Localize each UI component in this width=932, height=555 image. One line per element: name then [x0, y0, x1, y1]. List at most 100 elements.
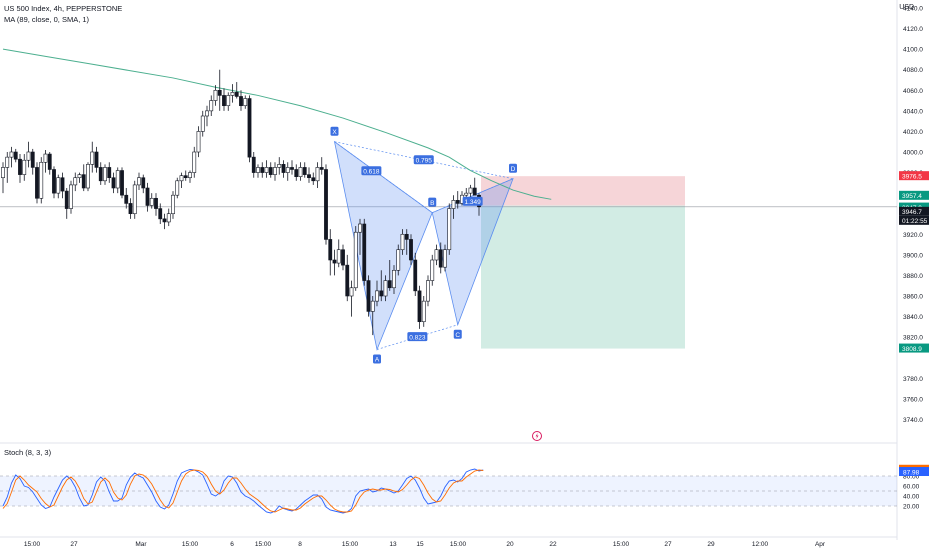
candle-body: [158, 208, 163, 220]
candle-body: [413, 259, 418, 292]
candle: [196, 126, 201, 158]
candle: [239, 90, 243, 111]
candle-body: [336, 249, 341, 264]
pattern-point-b-bg: [428, 197, 437, 207]
target-price-badge: 3808.9: [899, 343, 929, 353]
candle: [30, 148, 35, 175]
candle: [115, 167, 120, 194]
pattern-point-d-text: D: [511, 166, 516, 173]
countdown-badge: 01:22:55: [899, 215, 929, 225]
stoch-tick-label: 40.00: [903, 494, 920, 501]
candle: [281, 160, 286, 178]
pattern-point-a-bg: [373, 354, 381, 364]
candle-body: [302, 167, 307, 175]
event-marker-bolt: [535, 432, 539, 440]
candle: [35, 162, 39, 204]
candle-body: [132, 184, 137, 215]
candle: [438, 242, 443, 274]
stop-price-badge-text: 3976.5: [902, 173, 922, 180]
candle: [362, 218, 367, 286]
target-price-badge-bg: [899, 343, 929, 353]
candle: [315, 162, 320, 188]
candle-body: [56, 177, 61, 194]
candle-body: [256, 167, 260, 173]
pattern-ratio-label-bg: [462, 196, 483, 206]
candle: [290, 160, 294, 175]
stop-price-badge: 3976.5: [899, 171, 929, 180]
take-profit-zone: [481, 205, 685, 349]
candle-body: [128, 203, 133, 215]
candle: [64, 188, 69, 219]
candle: [336, 239, 341, 268]
candle: [149, 193, 154, 209]
candle: [349, 280, 354, 317]
time-tick-label: Apr: [815, 541, 826, 548]
candle: [213, 85, 218, 106]
candle: [298, 162, 303, 181]
price-tick-label: 3840.0: [903, 314, 923, 321]
candle: [13, 148, 18, 163]
candle-body: [47, 153, 52, 170]
stoch-indicator-label: Stoch (8, 3, 3): [4, 448, 52, 457]
candle-body: [222, 95, 226, 107]
candle-body: [5, 156, 10, 168]
time-tick-label: 15:00: [255, 541, 272, 548]
candle: [1, 162, 5, 194]
pattern-ratio-label: 0.795: [413, 155, 434, 165]
candle-body: [294, 169, 299, 177]
price-tick-label: 3900.0: [903, 252, 923, 259]
candle-body: [124, 194, 129, 204]
price-tick-label: 4060.0: [903, 88, 923, 95]
price-tick-label: 4020.0: [903, 129, 923, 136]
time-tick-label: Mar: [135, 541, 147, 548]
candle-body: [103, 167, 107, 182]
candle-body: [179, 175, 184, 182]
candle: [124, 188, 129, 209]
candle-body: [379, 290, 384, 297]
candle: [22, 154, 27, 181]
candle-body: [77, 174, 82, 179]
time-tick-label: 29: [707, 541, 715, 548]
candle: [341, 244, 345, 271]
pattern-ratio-label-text: 0.795: [416, 157, 433, 164]
price-tick-label: 3780.0: [903, 376, 923, 383]
candle-body: [94, 151, 99, 168]
candle-body: [162, 218, 167, 223]
time-tick-label: 27: [70, 541, 78, 548]
candle-body: [9, 151, 14, 158]
candle-body: [69, 184, 73, 209]
candle: [188, 170, 192, 183]
countdown-badge-text: 01:22:55: [902, 218, 928, 225]
candle: [375, 280, 379, 307]
candle: [307, 167, 311, 183]
pattern-ratio-label: 0.618: [361, 166, 382, 175]
candle: [209, 95, 214, 116]
candle-body: [362, 223, 367, 281]
candle-body: [60, 177, 65, 192]
candle-body: [349, 287, 354, 297]
pattern-ratio-label-bg: [413, 155, 434, 165]
last-price-badge-text: 3946.7: [902, 209, 922, 216]
candle-body: [468, 187, 473, 194]
time-tick-label: 6: [230, 541, 234, 548]
candle-body: [1, 167, 5, 179]
price-tick-label: 4140.0: [903, 6, 923, 13]
candle-body: [35, 167, 39, 199]
candle-body: [315, 167, 320, 182]
candle-body: [438, 249, 443, 268]
candle: [353, 226, 358, 291]
candle-body: [472, 187, 477, 196]
time-tick-label: 15: [416, 541, 424, 548]
candle-body: [277, 164, 282, 168]
candle: [251, 152, 256, 178]
candle-body: [149, 197, 154, 206]
candle-body: [383, 280, 388, 297]
pattern-point-x-bg: [330, 126, 339, 136]
candle: [285, 162, 290, 181]
stoch-tick-label: 20.00: [903, 504, 920, 511]
candle: [69, 180, 73, 214]
candle: [120, 167, 124, 199]
candle: [43, 149, 48, 173]
